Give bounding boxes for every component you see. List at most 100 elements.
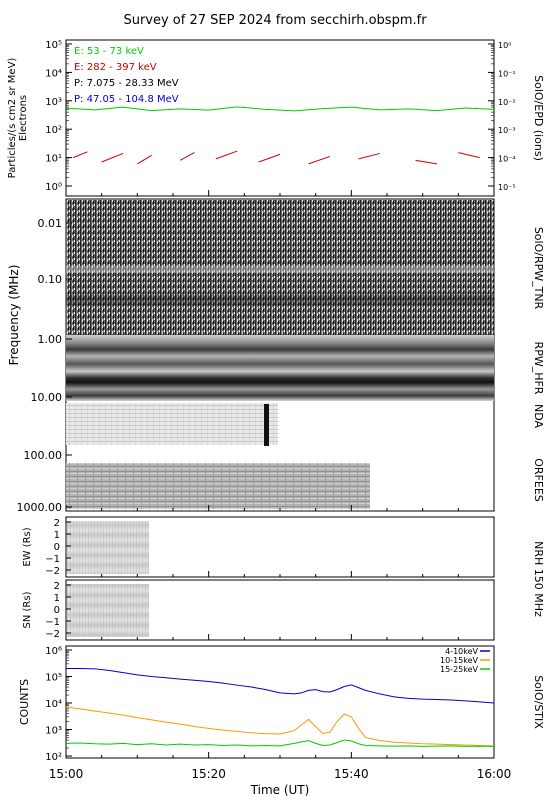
epd-series: [65, 106, 495, 165]
tnr-spectrogram: [66, 200, 494, 335]
epd-rtick-label: 10⁰: [498, 41, 511, 50]
nrh-ew-ylabel: EW (Rs): [22, 527, 33, 566]
epd-legend-e2: E: 282 - 397 keV: [74, 62, 157, 73]
epd-right-label: SolO/EPD (ions): [532, 75, 545, 161]
epd-ylabel-2: Electrons: [18, 95, 29, 141]
nrh-ew-tick-label: −2: [45, 566, 60, 577]
nrh-ew-tick-label: 0: [54, 542, 60, 553]
freq-tick-label: 1000.00: [17, 501, 63, 514]
time-tick-label: 15:40: [334, 767, 369, 781]
epd-ytick-label: 10³: [45, 97, 62, 108]
spectrogram-panel: 0.01 0.10 1.00 10.00 100.00 1000.00 Frequency…: [7, 198, 545, 514]
epd-series-segment: [101, 152, 124, 163]
stix-series-line: [65, 739, 495, 747]
hfr-spectrogram: [66, 335, 494, 401]
orfees-spectrogram: [66, 463, 370, 509]
stix-legend-1: 4-10keV: [445, 647, 478, 656]
spectrogram-axis: 0.01 0.10 1.00 10.00 100.00 1000.00: [17, 217, 72, 514]
nrh-sn-ylabel: SN (Rs): [22, 591, 33, 628]
nrh-sn-panel: 210−1−2 SN (Rs): [22, 579, 495, 641]
time-axis: 15:00 15:20 15:40 16:00: [49, 190, 512, 781]
stix-series: [65, 668, 495, 747]
epd-left-axis: 10⁰ 10¹ 10² 10³ 10⁴ 10⁵: [45, 40, 72, 193]
stix-series-line: [66, 668, 495, 704]
nda-spectrogram: [66, 403, 278, 445]
tnr-band: [66, 266, 494, 273]
epd-frame: [65, 39, 495, 197]
nrh-ew-tick-label: −1: [45, 554, 60, 565]
stix-ylabel: COUNTS: [18, 679, 31, 725]
stix-legend-3: 15-25keV: [440, 665, 479, 674]
stix-ytick-label: 10⁵: [45, 673, 62, 684]
stix-frame: [65, 645, 495, 759]
tnr-label: SolO/RPW_TNR: [532, 227, 545, 310]
freq-tick-label: 0.10: [38, 273, 63, 286]
nrh-ew-tick-label: 1: [54, 530, 60, 541]
epd-series-segment: [358, 152, 380, 160]
nrh-sn-image: [67, 584, 149, 637]
freq-tick-label: 1.00: [38, 333, 63, 346]
epd-ytick-label: 10⁰: [45, 182, 62, 193]
stix-ytick-label: 10⁴: [45, 699, 62, 710]
stix-legend-2: 10-15keV: [440, 656, 479, 665]
nrh-ew-tick-label: 2: [54, 518, 60, 529]
epd-ytick-label: 10²: [45, 125, 62, 136]
nrh-ew-axis: 210−1−2: [45, 518, 71, 577]
spectrogram-ylabel: Frequency (MHz): [7, 265, 21, 366]
epd-series-segment: [215, 150, 238, 160]
epd-right-axis: 10⁻⁵ 10⁻⁴ 10⁻³ 10⁻² 10⁻¹ 10⁰: [488, 41, 516, 192]
nda-label: NDA: [532, 404, 545, 429]
nda-burst: [264, 404, 269, 446]
time-tick-label: 15:00: [49, 767, 84, 781]
time-tick-label: 16:00: [477, 767, 512, 781]
nrh-right-label: NRH 150 MHz: [532, 541, 545, 617]
epd-series-segment: [308, 155, 331, 165]
nrh-sn-tick-label: −1: [45, 617, 60, 628]
nrh-sn-axis: 210−1−2: [45, 581, 71, 640]
epd-rtick-label: 10⁻³: [498, 126, 516, 135]
stix-ytick-label: 10⁶: [45, 646, 62, 657]
stix-ytick-label: 10²: [45, 752, 62, 763]
epd-ytick-label: 10⁵: [45, 40, 62, 51]
epd-series-segment: [458, 152, 480, 159]
epd-ytick-label: 10⁴: [45, 68, 62, 79]
hfr-label: RPW_HFR: [532, 342, 545, 395]
time-xlabel: Time (UT): [250, 783, 310, 797]
freq-tick-label: 100.00: [24, 449, 63, 462]
epd-series-segment: [179, 152, 195, 161]
figure-title: Survey of 27 SEP 2024 from secchirh.obsp…: [123, 13, 427, 28]
stix-ytick-label: 10³: [45, 726, 62, 737]
epd-series-segment: [415, 159, 438, 165]
epd-ylabel-1: Particles/(s cm2 sr MeV): [7, 58, 18, 179]
tnr-dark-band: [66, 295, 494, 305]
orfees-label: ORFEES: [532, 458, 545, 502]
stix-series-line: [65, 706, 495, 747]
epd-legend-e1: E: 53 - 73 keV: [74, 46, 144, 57]
epd-rtick-label: 10⁻¹: [498, 69, 516, 78]
nrh-sn-tick-label: 1: [54, 593, 60, 604]
epd-ytick-label: 10¹: [45, 154, 62, 165]
freq-tick-label: 0.01: [38, 217, 63, 230]
nrh-sn-tick-label: 2: [54, 581, 60, 592]
stix-panel: 10² 10³ 10⁴ 10⁵ 10⁶ COUNTS SolO/STIX 4-10keV…: [18, 645, 545, 763]
epd-rtick-label: 10⁻⁵: [498, 183, 516, 192]
nrh-sn-tick-label: −2: [45, 629, 60, 640]
epd-rtick-label: 10⁻²: [498, 98, 516, 107]
epd-series-segment: [72, 151, 88, 159]
epd-series-segment: [137, 154, 152, 165]
stix-legend: 4-10keV 10-15keV 15-25keV: [440, 647, 490, 674]
stix-right-label: SolO/STIX: [532, 675, 545, 729]
nrh-ew-panel: 210−1−2 EW (Rs): [22, 516, 495, 578]
freq-tick-label: 10.00: [31, 391, 63, 404]
nrh-sn-tick-label: 0: [54, 605, 60, 616]
epd-series-segment: [258, 153, 281, 163]
nrh-ew-image: [67, 521, 149, 574]
epd-rtick-label: 10⁻⁴: [498, 155, 516, 164]
epd-legend-p2: P: 47.05 - 104.8 MeV: [74, 94, 179, 105]
stix-axis: 10² 10³ 10⁴ 10⁵ 10⁶: [45, 646, 72, 763]
epd-legend-p1: P: 7.075 - 28.33 MeV: [74, 78, 179, 89]
epd-series-line: [65, 106, 495, 112]
time-tick-label: 15:20: [191, 767, 226, 781]
